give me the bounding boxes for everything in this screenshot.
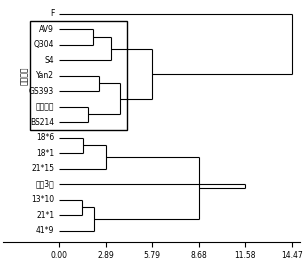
Text: S4: S4 [45,56,54,65]
Text: 21*15: 21*15 [31,164,54,173]
Text: 18*1: 18*1 [36,149,54,158]
Text: BS214: BS214 [30,118,54,127]
Text: F: F [50,9,54,18]
Text: 41*9: 41*9 [36,226,54,235]
Bar [30,21,126,130]
Text: Q304: Q304 [34,40,54,49]
Text: 13*10: 13*10 [31,195,54,204]
Text: Yan2: Yan2 [36,71,54,80]
Text: GS393: GS393 [29,87,54,96]
Text: 18*6: 18*6 [36,133,54,142]
Text: 中薯3号: 中薯3号 [36,180,54,189]
Text: 兴佳二号: 兴佳二号 [36,102,54,111]
Text: 兴佳二号: 兴佳二号 [20,66,29,85]
Text: 21*1: 21*1 [36,211,54,220]
Text: AV9: AV9 [39,25,54,34]
